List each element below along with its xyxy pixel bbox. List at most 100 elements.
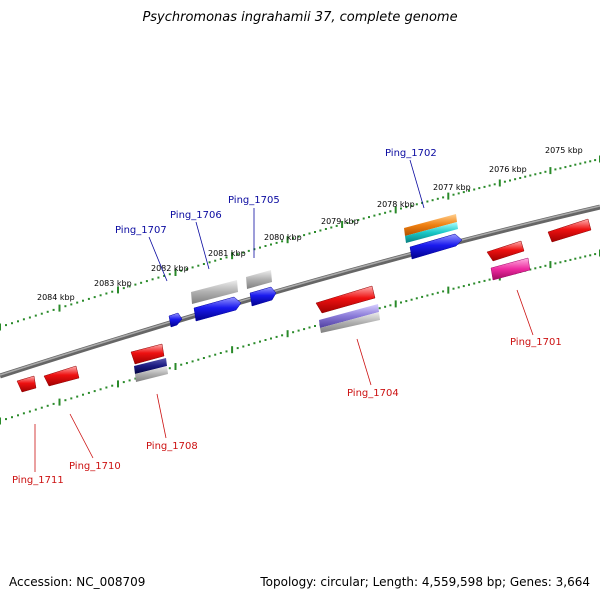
reverse-ruler-tick-46 bbox=[264, 339, 267, 341]
reverse-ruler-tick-18 bbox=[105, 386, 108, 389]
feature-ping-1706-gray[interactable] bbox=[191, 280, 238, 304]
reverse-ruler-tick-15 bbox=[87, 391, 90, 394]
forward-ruler-tick-21 bbox=[122, 287, 125, 290]
feature-ping-1702-cyan[interactable] bbox=[405, 222, 458, 243]
reverse-ruler-tick-9 bbox=[52, 402, 55, 405]
feature-ping-1708-navy[interactable] bbox=[134, 358, 167, 374]
forward-ruler-tick-27 bbox=[157, 276, 160, 279]
forward-ruler-tick-17 bbox=[99, 294, 102, 297]
gene-label-ping-1710[interactable]: Ping_1710 bbox=[69, 461, 121, 472]
genome-backbone-highlight bbox=[0, 205, 600, 376]
reverse-ruler-tick-105 bbox=[574, 257, 577, 260]
reverse-ruler-tick-87 bbox=[483, 279, 486, 282]
callout-line-ping-1710 bbox=[69, 413, 94, 459]
forward-ruler-tick-24 bbox=[140, 281, 143, 284]
reverse-ruler-tick-45 bbox=[259, 340, 261, 343]
forward-ruler-tick-69 bbox=[389, 210, 392, 213]
forward-ruler-tick-5 bbox=[28, 316, 31, 319]
forward-ruler-tick-1 bbox=[5, 324, 7, 327]
forward-ruler-tick-31 bbox=[180, 269, 183, 272]
forward-ruler-tick-70 bbox=[394, 206, 397, 214]
tick-label-2084: 2084 kbp bbox=[37, 293, 75, 302]
gene-label-ping-1708[interactable]: Ping_1708 bbox=[146, 441, 198, 452]
gene-label-ping-1702[interactable]: Ping_1702 bbox=[385, 148, 437, 159]
reverse-ruler-tick-44 bbox=[253, 342, 256, 345]
gene-label-ping-1707[interactable]: Ping_1707 bbox=[115, 225, 167, 236]
reverse-ruler-tick-102 bbox=[559, 261, 562, 264]
gene-label-ping-1711[interactable]: Ping_1711 bbox=[12, 475, 64, 486]
reverse-ruler-tick-23 bbox=[134, 377, 137, 380]
forward-ruler-tick-61 bbox=[346, 222, 349, 224]
forward-ruler-tick-96 bbox=[529, 174, 532, 177]
reverse-ruler-tick-38 bbox=[219, 352, 222, 354]
gene-feature-ping-1701[interactable] bbox=[486, 240, 525, 262]
forward-ruler-tick-57 bbox=[324, 228, 327, 230]
forward-ruler-tick-99 bbox=[544, 170, 547, 173]
forward-ruler-tick-43 bbox=[247, 249, 250, 252]
gene-label-ping-1704[interactable]: Ping_1704 bbox=[347, 388, 399, 399]
feature-ping-1701-magenta[interactable] bbox=[490, 257, 531, 281]
reverse-ruler-tick-68 bbox=[384, 305, 387, 308]
forward-ruler-tick-109 bbox=[594, 159, 597, 162]
feature-ping-1704-purple[interactable] bbox=[319, 304, 379, 328]
genome-backbone bbox=[0, 204, 600, 379]
forward-ruler-tick-39 bbox=[225, 256, 228, 259]
reverse-ruler-tick-99 bbox=[544, 264, 547, 267]
gene-feature-ping-1704[interactable] bbox=[315, 285, 376, 314]
forward-ruler-tick-4 bbox=[22, 318, 25, 321]
forward-ruler-tick-25 bbox=[145, 280, 148, 283]
forward-ruler-tick-45 bbox=[259, 246, 261, 249]
forward-ruler-tick-20 bbox=[117, 286, 119, 294]
callout-line-ping-1702 bbox=[409, 159, 425, 209]
reverse-ruler-tick-79 bbox=[442, 290, 445, 293]
forward-ruler-tick-15 bbox=[87, 297, 90, 300]
reverse-ruler-tick-77 bbox=[431, 293, 434, 296]
forward-ruler-tick-9 bbox=[52, 308, 55, 311]
forward-ruler-tick-103 bbox=[564, 166, 567, 169]
gene-feature-ping-1706[interactable] bbox=[193, 296, 242, 322]
forward-ruler-tick-86 bbox=[478, 187, 481, 190]
gene-feature-ping-1705[interactable] bbox=[249, 286, 277, 307]
feature-ping-1702-orange[interactable] bbox=[404, 214, 457, 236]
gene-feature-ping-1708[interactable] bbox=[130, 343, 165, 365]
forward-ruler-tick-106 bbox=[579, 162, 582, 165]
forward-scale-ruler bbox=[0, 155, 600, 331]
gene-label-ping-1701[interactable]: Ping_1701 bbox=[510, 337, 562, 348]
reverse-ruler-tick-0 bbox=[0, 417, 1, 425]
tick-label-2079: 2079 kbp bbox=[321, 217, 359, 226]
forward-ruler-tick-105 bbox=[574, 163, 577, 166]
gene-feature-unlabeled-right[interactable] bbox=[547, 218, 592, 243]
forward-ruler-tick-50 bbox=[286, 236, 289, 244]
reverse-ruler-tick-31 bbox=[180, 363, 183, 366]
forward-ruler-tick-7 bbox=[40, 312, 43, 315]
tick-label-2077: 2077 kbp bbox=[433, 183, 471, 192]
reverse-ruler-tick-10 bbox=[58, 398, 61, 406]
forward-ruler-tick-88 bbox=[488, 184, 491, 187]
forward-ruler-tick-48 bbox=[275, 241, 278, 244]
reverse-ruler-tick-21 bbox=[122, 381, 125, 384]
forward-ruler-tick-91 bbox=[503, 180, 506, 183]
forward-ruler-tick-82 bbox=[457, 192, 460, 195]
forward-ruler-tick-22 bbox=[128, 285, 131, 288]
reverse-ruler-tick-54 bbox=[308, 326, 311, 329]
forward-ruler-tick-38 bbox=[219, 258, 222, 260]
gene-feature-ping-1707[interactable] bbox=[168, 312, 183, 328]
gene-feature-ping-1710[interactable] bbox=[43, 365, 80, 387]
reverse-ruler-tick-98 bbox=[539, 266, 542, 269]
forward-ruler-tick-74 bbox=[415, 203, 418, 206]
reverse-ruler-tick-20 bbox=[117, 380, 119, 388]
gene-feature-ping-1711[interactable] bbox=[16, 375, 37, 393]
feature-ping-1708-gray[interactable] bbox=[135, 366, 168, 382]
gene-feature-ping-1702[interactable] bbox=[409, 233, 463, 260]
gene-label-ping-1705[interactable]: Ping_1705 bbox=[228, 195, 280, 206]
reverse-ruler-tick-47 bbox=[270, 337, 272, 340]
forward-ruler-tick-60 bbox=[341, 221, 344, 228]
feature-ping-1705-gray[interactable] bbox=[246, 270, 272, 289]
forward-ruler-tick-14 bbox=[82, 299, 84, 302]
gene-label-ping-1706[interactable]: Ping_1706 bbox=[170, 210, 222, 221]
forward-ruler-tick-56 bbox=[319, 229, 322, 232]
reverse-ruler-tick-52 bbox=[297, 329, 300, 332]
reverse-ruler-tick-4 bbox=[22, 412, 25, 415]
feature-ping-1704-gray[interactable] bbox=[320, 312, 380, 333]
forward-ruler-tick-95 bbox=[524, 175, 527, 178]
